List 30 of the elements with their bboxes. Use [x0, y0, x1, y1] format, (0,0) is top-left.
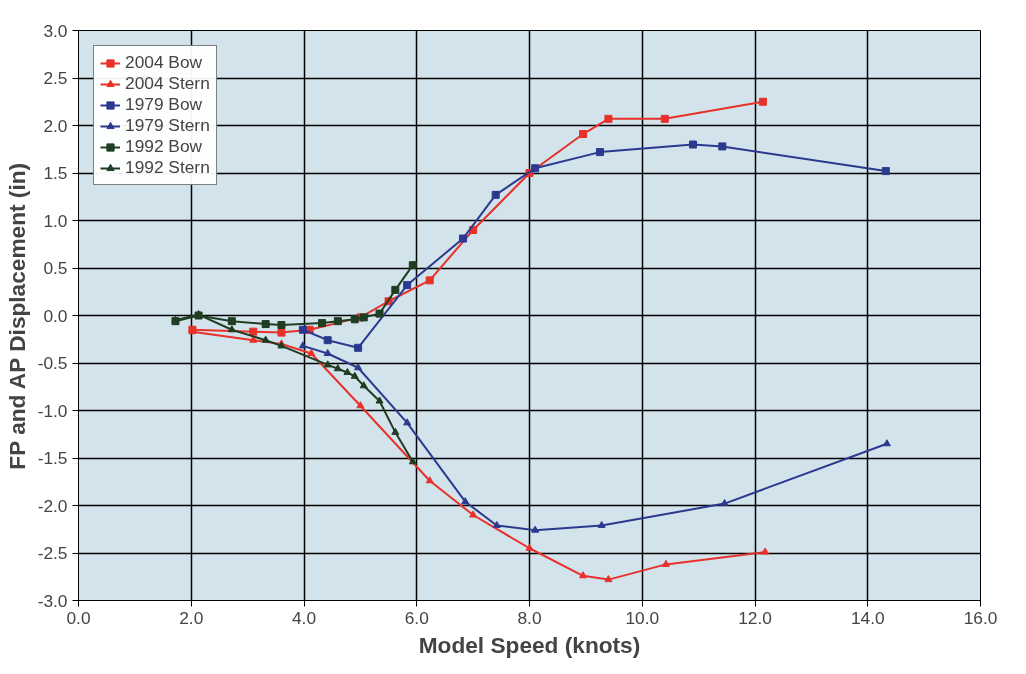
legend-label: 2004 Bow [125, 52, 203, 73]
legend-label: 2004 Stern [125, 73, 210, 94]
y-tick-label: -2.5 [37, 543, 68, 563]
y-tick-label: 0.0 [43, 305, 68, 326]
x-tick-label: 4.0 [291, 607, 317, 628]
y-tick-label: -1.0 [37, 400, 68, 421]
x-tick-label: 8.0 [517, 607, 542, 628]
legend-label: 1992 Stern [125, 157, 210, 178]
y-axis-title: FP and AP Displacement (in) [3, 162, 30, 470]
y-tick-label: 2.5 [43, 68, 68, 88]
legend-label: 1979 Stern [125, 115, 210, 136]
x-tick-label: 6.0 [404, 607, 429, 628]
y-tick-label: 1.0 [43, 210, 68, 231]
y-tick-label: 2.0 [43, 115, 68, 136]
y-tick-label: 1.5 [43, 163, 68, 183]
x-tick-label: 10.0 [625, 607, 660, 628]
x-tick-label: 2.0 [179, 607, 204, 628]
x-tick-label: 12.0 [738, 607, 772, 628]
y-tick-label: -0.5 [37, 353, 68, 373]
y-tick-label: -2.0 [37, 495, 68, 516]
legend-label: 1979 Bow [125, 94, 203, 115]
x-tick-label: 16.0 [963, 607, 998, 628]
x-axis-title: Model Speed (knots) [418, 631, 641, 658]
y-tick-label: 0.5 [43, 258, 68, 278]
y-tick-label: 3.0 [43, 20, 68, 41]
x-tick-label: 0.0 [66, 607, 91, 628]
y-tick-label: -1.5 [37, 448, 68, 468]
y-tick-label: -3.0 [37, 590, 68, 611]
legend-label: 1992 Bow [125, 136, 203, 157]
x-tick-label: 14.0 [850, 607, 885, 628]
